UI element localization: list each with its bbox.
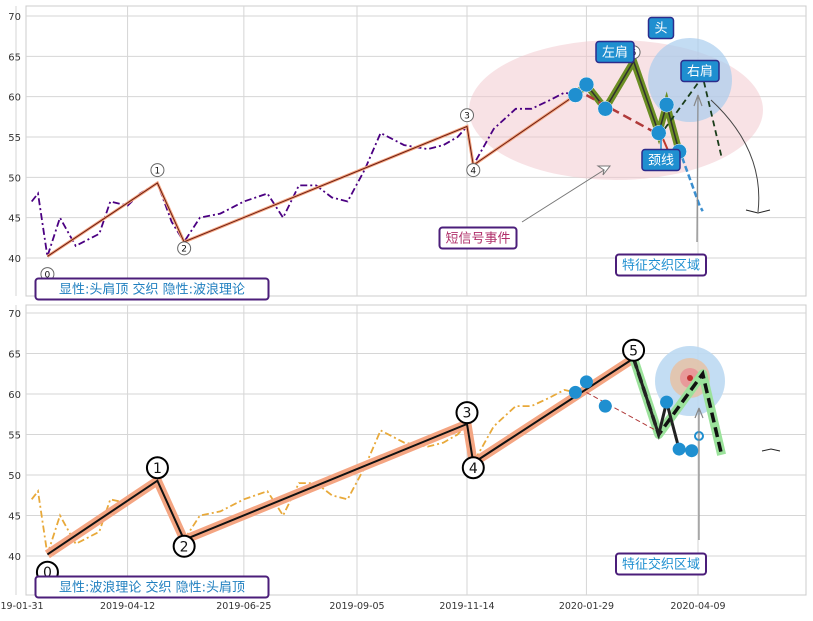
head-label: 头: [654, 22, 667, 37]
wave-label: 1: [155, 166, 161, 176]
feature-zone-label-top: 特征交织区域: [622, 258, 700, 274]
neckline-line: [585, 94, 664, 139]
short-signal-label: 短信号事件: [445, 232, 510, 247]
x-tick-label: 2019-04-12: [100, 601, 155, 612]
feature-arrow-bottom: [694, 407, 704, 540]
hs-point-dot-bottom: [672, 442, 686, 456]
hs-point-dot: [578, 76, 595, 93]
hs-point-dot: [597, 101, 614, 117]
wave-label-circle: [150, 163, 165, 178]
y-tick-label: 70: [8, 309, 21, 320]
caption-bottom-box: [34, 575, 270, 599]
x-tick-label: 2020-04-09: [670, 601, 725, 612]
hs-point-dot-bottom: [660, 395, 674, 409]
short-signal-arrow: [521, 165, 612, 223]
y-tick-label: 60: [8, 390, 21, 401]
wave-label: 4: [469, 461, 478, 477]
feature-zone-label-bottom: 特征交织区域: [622, 557, 700, 573]
wave-label: 5: [629, 343, 638, 359]
wave-label-circle: [145, 456, 169, 480]
x-tick-label: 2020-01-29: [559, 601, 614, 612]
feature-zone-label-bottom-box: [615, 552, 707, 576]
caption-bottom: 显性:波浪理论 交织 隐性:头肩顶: [59, 580, 245, 596]
x-tick-label: 2019-09-05: [329, 601, 384, 612]
y-tick-label: 45: [8, 512, 21, 523]
y-tick-label: 45: [8, 214, 21, 225]
wave-label: 3: [463, 406, 472, 422]
neckline-line-bottom: [586, 391, 664, 435]
price-series-line: [30, 91, 576, 257]
hs-point-dot: [658, 96, 675, 113]
wave-label-circle: [172, 534, 196, 558]
hs-point-dot: [567, 87, 584, 103]
neckline-label-box: [641, 148, 681, 172]
left-shoulder-label-box: [595, 40, 635, 64]
tail-cap: [761, 448, 781, 452]
hs-point-dot-bottom: [685, 444, 699, 458]
wave-tail-line-bottom: [631, 357, 724, 456]
hs-point-dot-bottom: [568, 385, 582, 399]
hs-point-dot-bottom: [579, 375, 593, 389]
wave-path-line: [47, 94, 576, 257]
y-tick-label: 50: [8, 173, 21, 184]
neckline-label: 颈线: [648, 154, 674, 169]
bottom-glow-core: [687, 375, 693, 381]
wave-label: 0: [45, 270, 51, 280]
wave-label: 0: [43, 565, 52, 581]
wave-label: 3: [464, 111, 470, 121]
x-tick-label: 2019-01-31: [0, 601, 44, 612]
y-tick-label: 70: [8, 12, 21, 23]
caption-top-box: [34, 277, 270, 301]
feature-arrow-top: [693, 94, 703, 243]
hs-point-dot-bottom: [598, 399, 612, 413]
wave-label-circle: [466, 163, 481, 178]
wave-label: 1: [153, 461, 162, 477]
y-tick-label: 40: [8, 254, 21, 265]
wave-label-circle: [461, 456, 485, 480]
y-tick-label: 55: [8, 431, 21, 442]
wave-label-circle: [460, 108, 474, 123]
projection-line: [677, 148, 704, 212]
left-shoulder-label: 左肩: [602, 45, 628, 61]
y-tick-label: 65: [8, 350, 21, 361]
right-shoulder-label: 右肩: [687, 64, 713, 80]
wave-label: 2: [180, 539, 189, 555]
wave-label-circle: [455, 401, 479, 425]
wave-label-circle: [177, 241, 192, 256]
wave-label: 2: [181, 245, 187, 255]
neckline-arrow: [655, 124, 667, 152]
wave-path-line-bottom: [46, 357, 635, 556]
y-tick-label: 50: [8, 471, 21, 482]
right-shoulder-label-box: [680, 59, 720, 83]
wave-label: 4: [470, 166, 476, 176]
y-tick-label: 55: [8, 133, 21, 144]
feature-zone-label-top-box: [615, 253, 707, 277]
head-label-box: [647, 16, 675, 40]
y-tick-label: 65: [8, 52, 21, 63]
x-tick-label: 2019-11-14: [439, 601, 494, 612]
wave-label-circle: [622, 338, 646, 362]
y-tick-label: 40: [8, 552, 21, 563]
short-signal-label-box: [438, 226, 518, 250]
projection-arc-cap: [745, 209, 771, 214]
x-tick-label: 2019-06-25: [216, 601, 271, 612]
projection-arc: [710, 99, 760, 213]
y-tick-label: 60: [8, 93, 21, 104]
caption-top: 显性:头肩顶 交织 隐性:波浪理论: [59, 282, 245, 298]
